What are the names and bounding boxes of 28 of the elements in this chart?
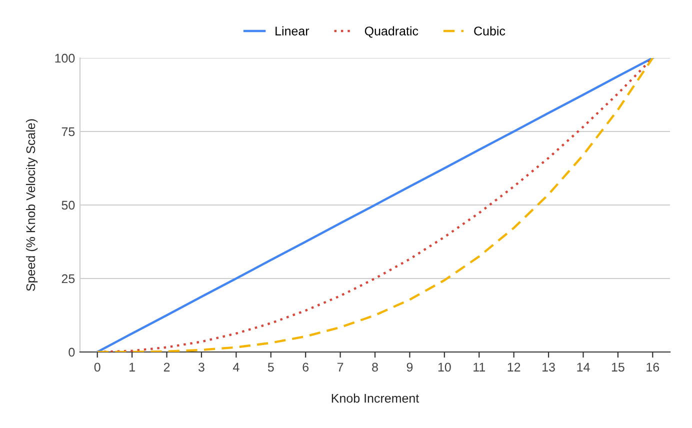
y-tick-label: 0: [68, 348, 75, 357]
x-tick-label: 0: [94, 362, 100, 372]
legend-label: Cubic: [474, 26, 506, 36]
legend-label: Linear: [276, 26, 310, 36]
x-axis-title: Knob Increment: [332, 394, 420, 403]
x-tick-label: 1: [130, 362, 135, 372]
x-tick-label: 8: [372, 362, 378, 372]
x-tick-label: 7: [337, 362, 344, 372]
x-tick-label: 13: [542, 362, 555, 372]
y-tick-label: 50: [62, 200, 75, 210]
x-tick-label: 14: [577, 362, 590, 372]
x-tick-label: 3: [198, 362, 204, 372]
y-tick-label: 100: [55, 54, 75, 63]
x-tick-label: 11: [474, 362, 485, 372]
x-tick-label: 10: [438, 362, 451, 372]
x-tick-label: 15: [612, 362, 624, 372]
x-tick-label: 16: [646, 362, 660, 372]
x-tick-label: 6: [302, 362, 309, 372]
x-tick-label: 12: [508, 362, 520, 372]
y-axis-title: Speed (% Knob Velocity Scale): [26, 119, 38, 291]
y-tick-label: 75: [62, 127, 75, 136]
x-tick-label: 4: [232, 362, 240, 372]
x-tick-label: 9: [406, 362, 413, 372]
line-series: [96, 58, 654, 352]
legend-label: Quadratic: [364, 26, 418, 38]
x-tick-label: 5: [268, 362, 274, 372]
y-tick-label: 25: [62, 274, 75, 284]
x-tick-label: 2: [164, 362, 170, 372]
